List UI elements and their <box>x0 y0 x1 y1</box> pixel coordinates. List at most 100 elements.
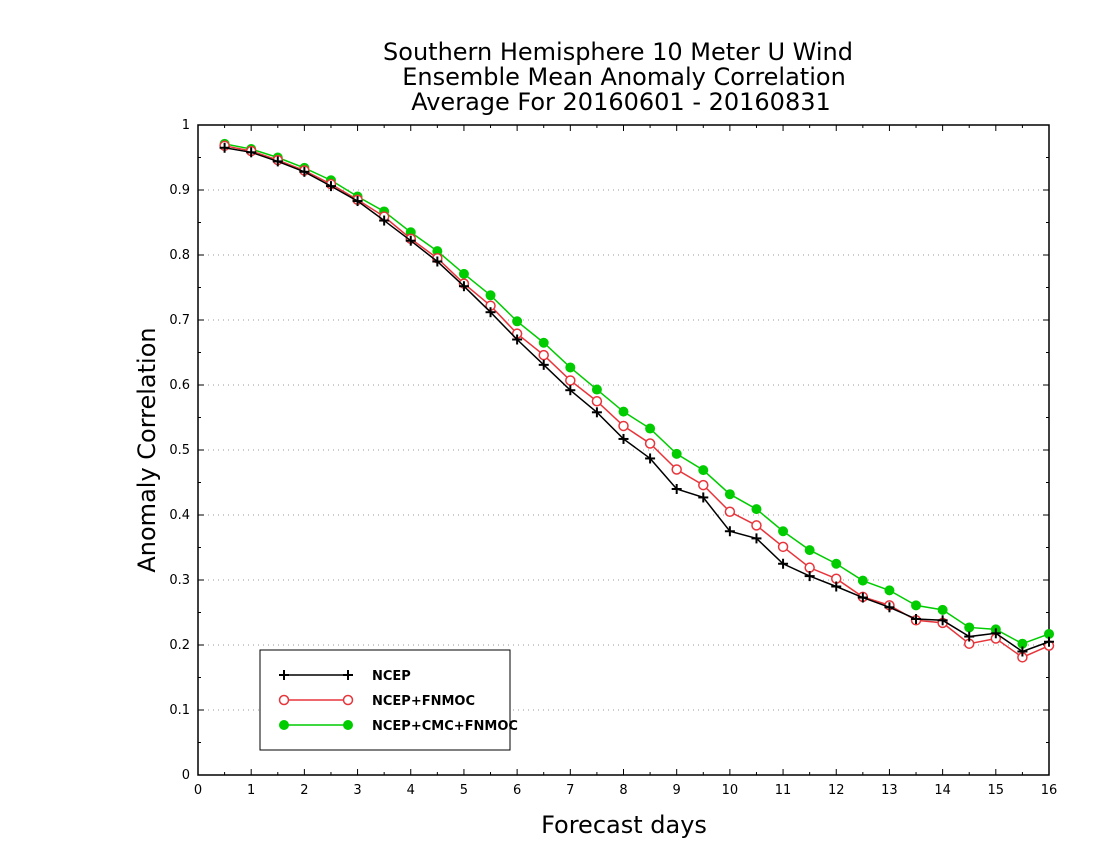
point-ncep <box>698 492 709 503</box>
point-ncep <box>246 147 257 158</box>
point-ncep <box>219 142 230 153</box>
point-ncep-cmc-fnmoc <box>698 465 709 476</box>
y-axis-label: Anomaly Correlation <box>133 327 161 572</box>
legend-entry-ncep: NCEP <box>279 669 411 684</box>
point-ncep <box>937 615 948 626</box>
point-ncep-cmc-fnmoc <box>804 545 815 556</box>
x-tick-label: 8 <box>619 783 627 798</box>
point-ncep-cmc-fnmoc <box>751 504 762 515</box>
point-ncep-cmc-fnmoc <box>964 622 975 633</box>
point-ncep-fnmoc <box>698 479 709 491</box>
point-ncep-cmc-fnmoc <box>937 604 948 615</box>
x-tick-label: 3 <box>353 783 361 798</box>
x-tick-label: 14 <box>934 783 951 798</box>
y-tick-label: 1 <box>182 118 190 133</box>
point-ncep-cmc-fnmoc <box>857 575 868 586</box>
chart-title: Southern Hemisphere 10 Meter U Wind Ense… <box>383 38 853 116</box>
point-ncep-cmc-fnmoc <box>778 526 789 537</box>
point-ncep <box>884 602 895 613</box>
legend: NCEP NCEP+FNMOC NCEP+CMC+FNMOC <box>259 649 518 751</box>
point-ncep <box>1044 636 1054 647</box>
x-tick-label: 0 <box>194 783 202 798</box>
x-tick-label: 4 <box>407 783 415 798</box>
x-tick-label: 11 <box>775 783 792 798</box>
x-tick-label: 15 <box>988 783 1005 798</box>
x-tick-label: 10 <box>722 783 739 798</box>
series-line-ncep-cmc-fnmoc <box>224 143 1050 645</box>
point-ncep <box>325 181 336 192</box>
point-ncep-cmc-fnmoc <box>911 600 922 611</box>
y-tick-label: 0.9 <box>169 183 190 198</box>
point-ncep-fnmoc <box>777 541 789 553</box>
x-tick-label: 13 <box>881 783 898 798</box>
point-ncep <box>485 307 496 318</box>
point-ncep <box>964 631 975 642</box>
series-ncep <box>219 142 1054 657</box>
point-ncep <box>724 526 735 537</box>
series-line-ncep <box>224 147 1050 653</box>
point-ncep-cmc-fnmoc <box>512 316 523 327</box>
title-line-3: Average For 20160601 - 20160831 <box>411 88 831 116</box>
point-ncep <box>831 581 842 592</box>
point-ncep-fnmoc <box>644 438 656 449</box>
y-tick-label: 0.4 <box>169 508 190 523</box>
point-ncep <box>857 592 868 603</box>
legend-label-ncep: NCEP <box>372 669 411 684</box>
point-ncep <box>538 359 549 370</box>
legend-marker-ncep <box>279 670 289 680</box>
point-ncep-cmc-fnmoc <box>831 558 842 569</box>
point-ncep-fnmoc <box>751 520 762 531</box>
x-tick-label: 16 <box>1041 783 1058 798</box>
point-ncep-fnmoc <box>671 464 682 475</box>
title-line-1: Southern Hemisphere 10 Meter U Wind <box>383 38 853 66</box>
title-line-2: Ensemble Mean Anomaly Correlation <box>402 63 846 91</box>
legend-marker-ncep-cmc-fnmoc <box>343 720 353 730</box>
y-tick-label: 0.1 <box>169 703 190 718</box>
point-ncep-fnmoc <box>591 396 603 407</box>
y-tick-label: 0.2 <box>169 638 190 653</box>
series-layer <box>219 138 1055 663</box>
point-ncep <box>990 628 1001 639</box>
x-tick-label: 7 <box>566 783 574 798</box>
point-ncep-fnmoc <box>618 420 629 432</box>
point-ncep <box>804 571 815 582</box>
series-line-ncep-fnmoc <box>224 145 1050 659</box>
x-tick-label: 9 <box>673 783 681 798</box>
point-ncep-cmc-fnmoc <box>485 290 496 301</box>
point-ncep <box>618 433 629 444</box>
legend-marker-ncep-cmc-fnmoc <box>279 720 289 730</box>
point-ncep-cmc-fnmoc <box>591 384 602 395</box>
point-ncep <box>512 334 523 345</box>
point-ncep <box>1017 646 1028 657</box>
legend-label-ncep-cmc-fnmoc: NCEP+CMC+FNMOC <box>372 719 518 734</box>
point-ncep <box>778 558 789 569</box>
point-ncep <box>299 166 310 177</box>
x-tick-label: 5 <box>460 783 468 798</box>
point-ncep-fnmoc <box>538 349 549 361</box>
legend-marker-ncep <box>343 670 353 680</box>
y-tick-label: 0.6 <box>169 378 190 393</box>
point-ncep-cmc-fnmoc <box>565 362 576 373</box>
legend-entry-ncep-cmc-fnmoc: NCEP+CMC+FNMOC <box>279 719 518 734</box>
point-ncep-cmc-fnmoc <box>724 489 735 500</box>
point-ncep <box>671 484 682 494</box>
x-tick-label: 1 <box>247 783 255 798</box>
point-ncep <box>751 533 762 544</box>
point-ncep-fnmoc <box>565 375 576 386</box>
series-ncep-fnmoc <box>219 140 1055 663</box>
x-tick-label: 2 <box>300 783 308 798</box>
axis-ticks: 00.10.20.30.40.50.60.70.80.910 1 2 3 4 5 6 7 8 9 1… <box>169 118 1057 798</box>
point-ncep <box>645 453 656 464</box>
point-ncep <box>405 235 416 246</box>
point-ncep <box>565 385 576 396</box>
y-tick-label: 0.3 <box>169 573 190 588</box>
point-ncep <box>379 215 390 226</box>
x-tick-label: 6 <box>513 783 521 798</box>
x-tick-label: 12 <box>828 783 845 798</box>
point-ncep-cmc-fnmoc <box>538 337 549 348</box>
y-tick-label: 0 <box>182 768 190 783</box>
point-ncep-cmc-fnmoc <box>645 423 656 434</box>
y-tick-label: 0.7 <box>169 313 190 328</box>
point-ncep <box>911 614 922 624</box>
